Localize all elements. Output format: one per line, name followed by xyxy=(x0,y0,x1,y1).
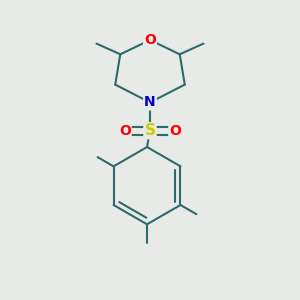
Text: O: O xyxy=(119,124,131,138)
Text: O: O xyxy=(144,33,156,47)
Text: N: N xyxy=(144,95,156,110)
Text: S: S xyxy=(145,123,155,138)
Text: O: O xyxy=(169,124,181,138)
